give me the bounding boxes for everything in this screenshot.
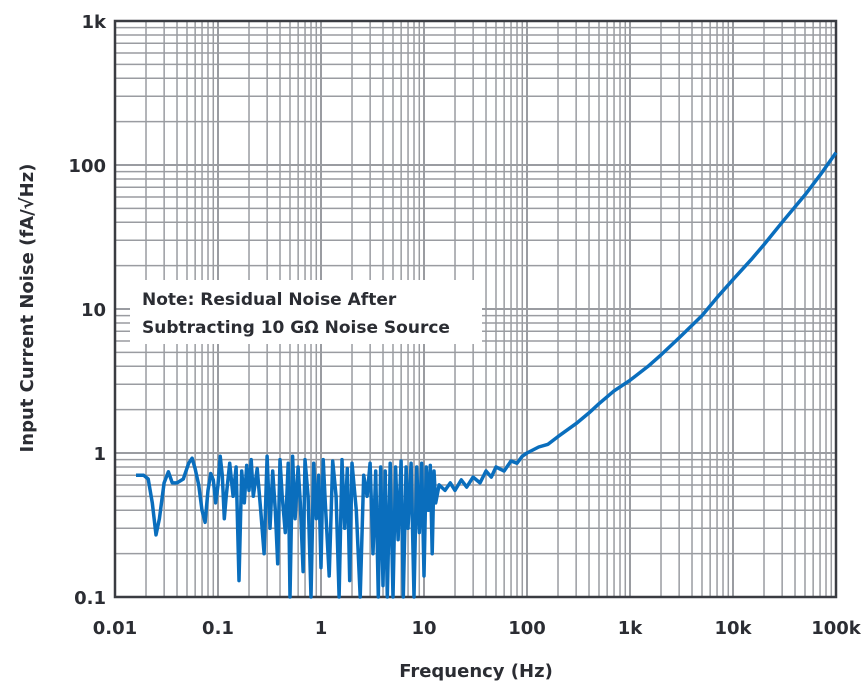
x-tick-label: 100 xyxy=(508,618,546,639)
x-tick-label: 10 xyxy=(411,618,436,639)
y-tick-label: 1k xyxy=(82,12,108,33)
x-tick-label: 1 xyxy=(315,618,328,639)
noise-series-line xyxy=(136,151,838,599)
x-tick-label: 1k xyxy=(618,618,644,639)
plot-border xyxy=(113,19,838,599)
x-tick-label: 0.01 xyxy=(93,618,137,639)
y-tick-label: 100 xyxy=(68,156,106,177)
x-tick-label: 10k xyxy=(714,618,752,639)
plot-frame xyxy=(113,19,838,599)
annotation-line-1: Note: Residual Noise After xyxy=(142,290,397,310)
x-tick-label: 0.1 xyxy=(202,618,234,639)
y-tick-label: 1 xyxy=(93,444,106,465)
y-axis-label: Input Current Noise (fA/√Hz) xyxy=(17,164,38,453)
y-tick-label: 10 xyxy=(81,300,106,321)
x-tick-label: 100k xyxy=(811,618,862,639)
y-tick-labels: 0.1 1 10 100 1k xyxy=(68,12,107,609)
x-tick-labels: 0.01 0.1 1 10 100 1k 10k 100k xyxy=(93,618,862,639)
annotation-box: Note: Residual Noise After Subtracting 1… xyxy=(130,280,482,344)
annotation-line-2: Subtracting 10 GΩ Noise Source xyxy=(142,318,450,338)
y-tick-label: 0.1 xyxy=(74,588,106,609)
x-axis-label: Frequency (Hz) xyxy=(399,661,553,682)
annotation-background xyxy=(130,280,482,344)
